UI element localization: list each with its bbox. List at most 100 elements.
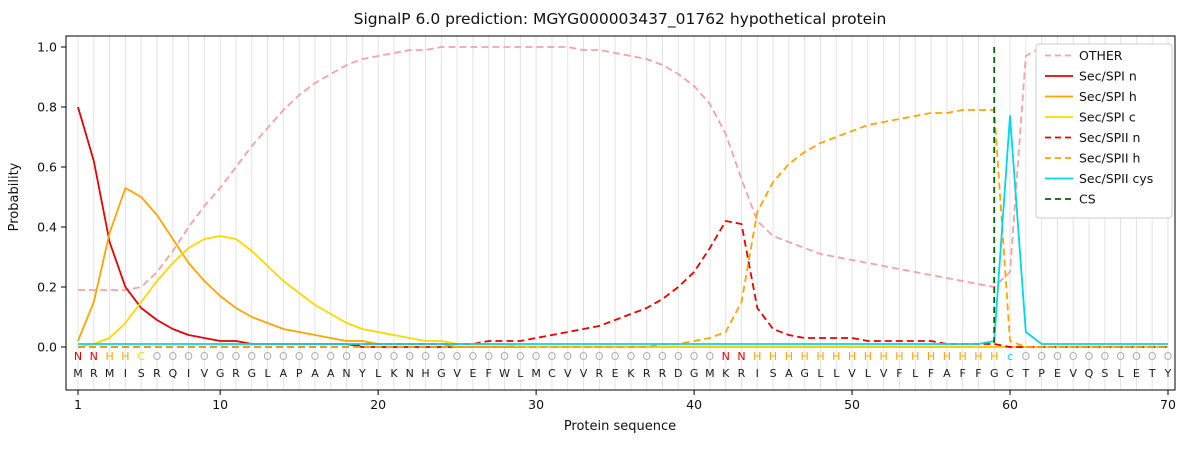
region-label: N [737, 350, 745, 363]
region-label: O [642, 350, 651, 363]
residue-letter: L [517, 367, 524, 380]
residue-letter: N [406, 367, 414, 380]
residue-letter: R [595, 367, 603, 380]
y-axis-label: Probability [7, 162, 22, 231]
region-label: H [769, 350, 777, 363]
residue-letter: E [1054, 367, 1061, 380]
residue-letter: I [124, 367, 127, 380]
region-label: O [216, 350, 225, 363]
x-tick-label: 50 [844, 397, 860, 412]
residue-letter: A [943, 367, 951, 380]
region-label: O [1085, 350, 1094, 363]
residue-letter: I [756, 367, 759, 380]
residue-letter: V [564, 367, 572, 380]
residue-letter: W [499, 367, 510, 380]
region-label: O [611, 350, 620, 363]
residue-letter: L [264, 367, 271, 380]
residue-letter: P [296, 367, 303, 380]
region-label: O [1100, 350, 1109, 363]
x-axis-label: Protein sequence [564, 419, 676, 434]
residue-letter: N [342, 367, 350, 380]
residue-letter: S [1101, 367, 1108, 380]
series-sec-spii-h [78, 109, 1168, 348]
region-label: N [90, 350, 98, 363]
legend-box [1035, 43, 1173, 219]
y-tick-label: 0.2 [37, 280, 57, 295]
residue-letter: L [912, 367, 919, 380]
region-label: H [895, 350, 903, 363]
residue-letter: F [975, 367, 981, 380]
legend-label: Sec/SPI n [1079, 69, 1137, 84]
region-label: H [943, 350, 951, 363]
residue-letter: V [880, 367, 888, 380]
residue-letter: G [248, 367, 257, 380]
region-label: O [627, 350, 636, 363]
region-label: O [374, 350, 383, 363]
residue-letter: P [1038, 367, 1045, 380]
residue-letter: V [848, 367, 856, 380]
residue-letter: L [865, 367, 872, 380]
region-label: H [801, 350, 809, 363]
region-label: O [532, 350, 541, 363]
region-label: O [516, 350, 525, 363]
residue-letter: G [990, 367, 999, 380]
residue-letter: F [959, 367, 965, 380]
region-label: H [990, 350, 998, 363]
residue-letter: L [1118, 367, 1125, 380]
residue-letter: T [1021, 367, 1029, 380]
region-label: O [247, 350, 256, 363]
residue-letter: K [390, 367, 398, 380]
region-label: O [437, 350, 446, 363]
residue-letter: M [73, 367, 83, 380]
residue-letter: M [105, 367, 115, 380]
residue-letter: A [785, 367, 793, 380]
legend-label: OTHER [1079, 48, 1123, 63]
region-label: O [484, 350, 493, 363]
region-label: O [548, 350, 557, 363]
region-label: O [469, 350, 478, 363]
residue-letter: G [216, 367, 225, 380]
region-label: C [137, 350, 145, 363]
region-label: O [1053, 350, 1062, 363]
region-label: O [1132, 350, 1141, 363]
probability-curves [77, 46, 1168, 348]
region-label: O [595, 350, 604, 363]
region-label: O [295, 350, 304, 363]
region-label: O [326, 350, 335, 363]
legend: OTHER Sec/SPI n Sec/SPI h Sec/SPI c Sec/SPII… [1035, 43, 1173, 219]
region-label: O [690, 350, 699, 363]
y-tick-label: 0.6 [37, 160, 57, 175]
residue-letter: S [138, 367, 145, 380]
region-label: H [105, 350, 113, 363]
residue-letter: A [280, 367, 288, 380]
region-label: H [753, 350, 761, 363]
series-sec-spi-h [77, 187, 1168, 348]
y-tick-label: 1.0 [37, 40, 57, 55]
region-label: O [453, 350, 462, 363]
region-label: H [121, 350, 129, 363]
x-tick-label: 10 [212, 397, 228, 412]
residue-letter: I [187, 367, 190, 380]
residue-letter: Q [168, 367, 177, 380]
region-label: O [579, 350, 588, 363]
residue-letter: L [375, 367, 382, 380]
residue-letter: R [153, 367, 161, 380]
x-tick-label: 20 [370, 397, 386, 412]
residue-letter: M [705, 367, 715, 380]
x-tick-label: 40 [686, 397, 702, 412]
legend-label: Sec/SPII n [1079, 130, 1140, 145]
series-other [78, 46, 1168, 291]
legend-label: Sec/SPI c [1079, 110, 1136, 125]
residue-letter: A [327, 367, 335, 380]
region-label: O [1148, 350, 1157, 363]
residue-letter: C [548, 367, 556, 380]
region-label: O [1116, 350, 1125, 363]
x-tick-label: 60 [1002, 397, 1018, 412]
chart-title: SignalP 6.0 prediction: MGYG000003437_01… [354, 10, 887, 29]
region-label: N [722, 350, 730, 363]
x-tick-label: 30 [528, 397, 544, 412]
residue-letter: C [1006, 367, 1014, 380]
axes: 0.0 0.2 0.4 0.6 0.8 1.0 1 10 20 30 40 50 60 70 [37, 35, 1176, 412]
